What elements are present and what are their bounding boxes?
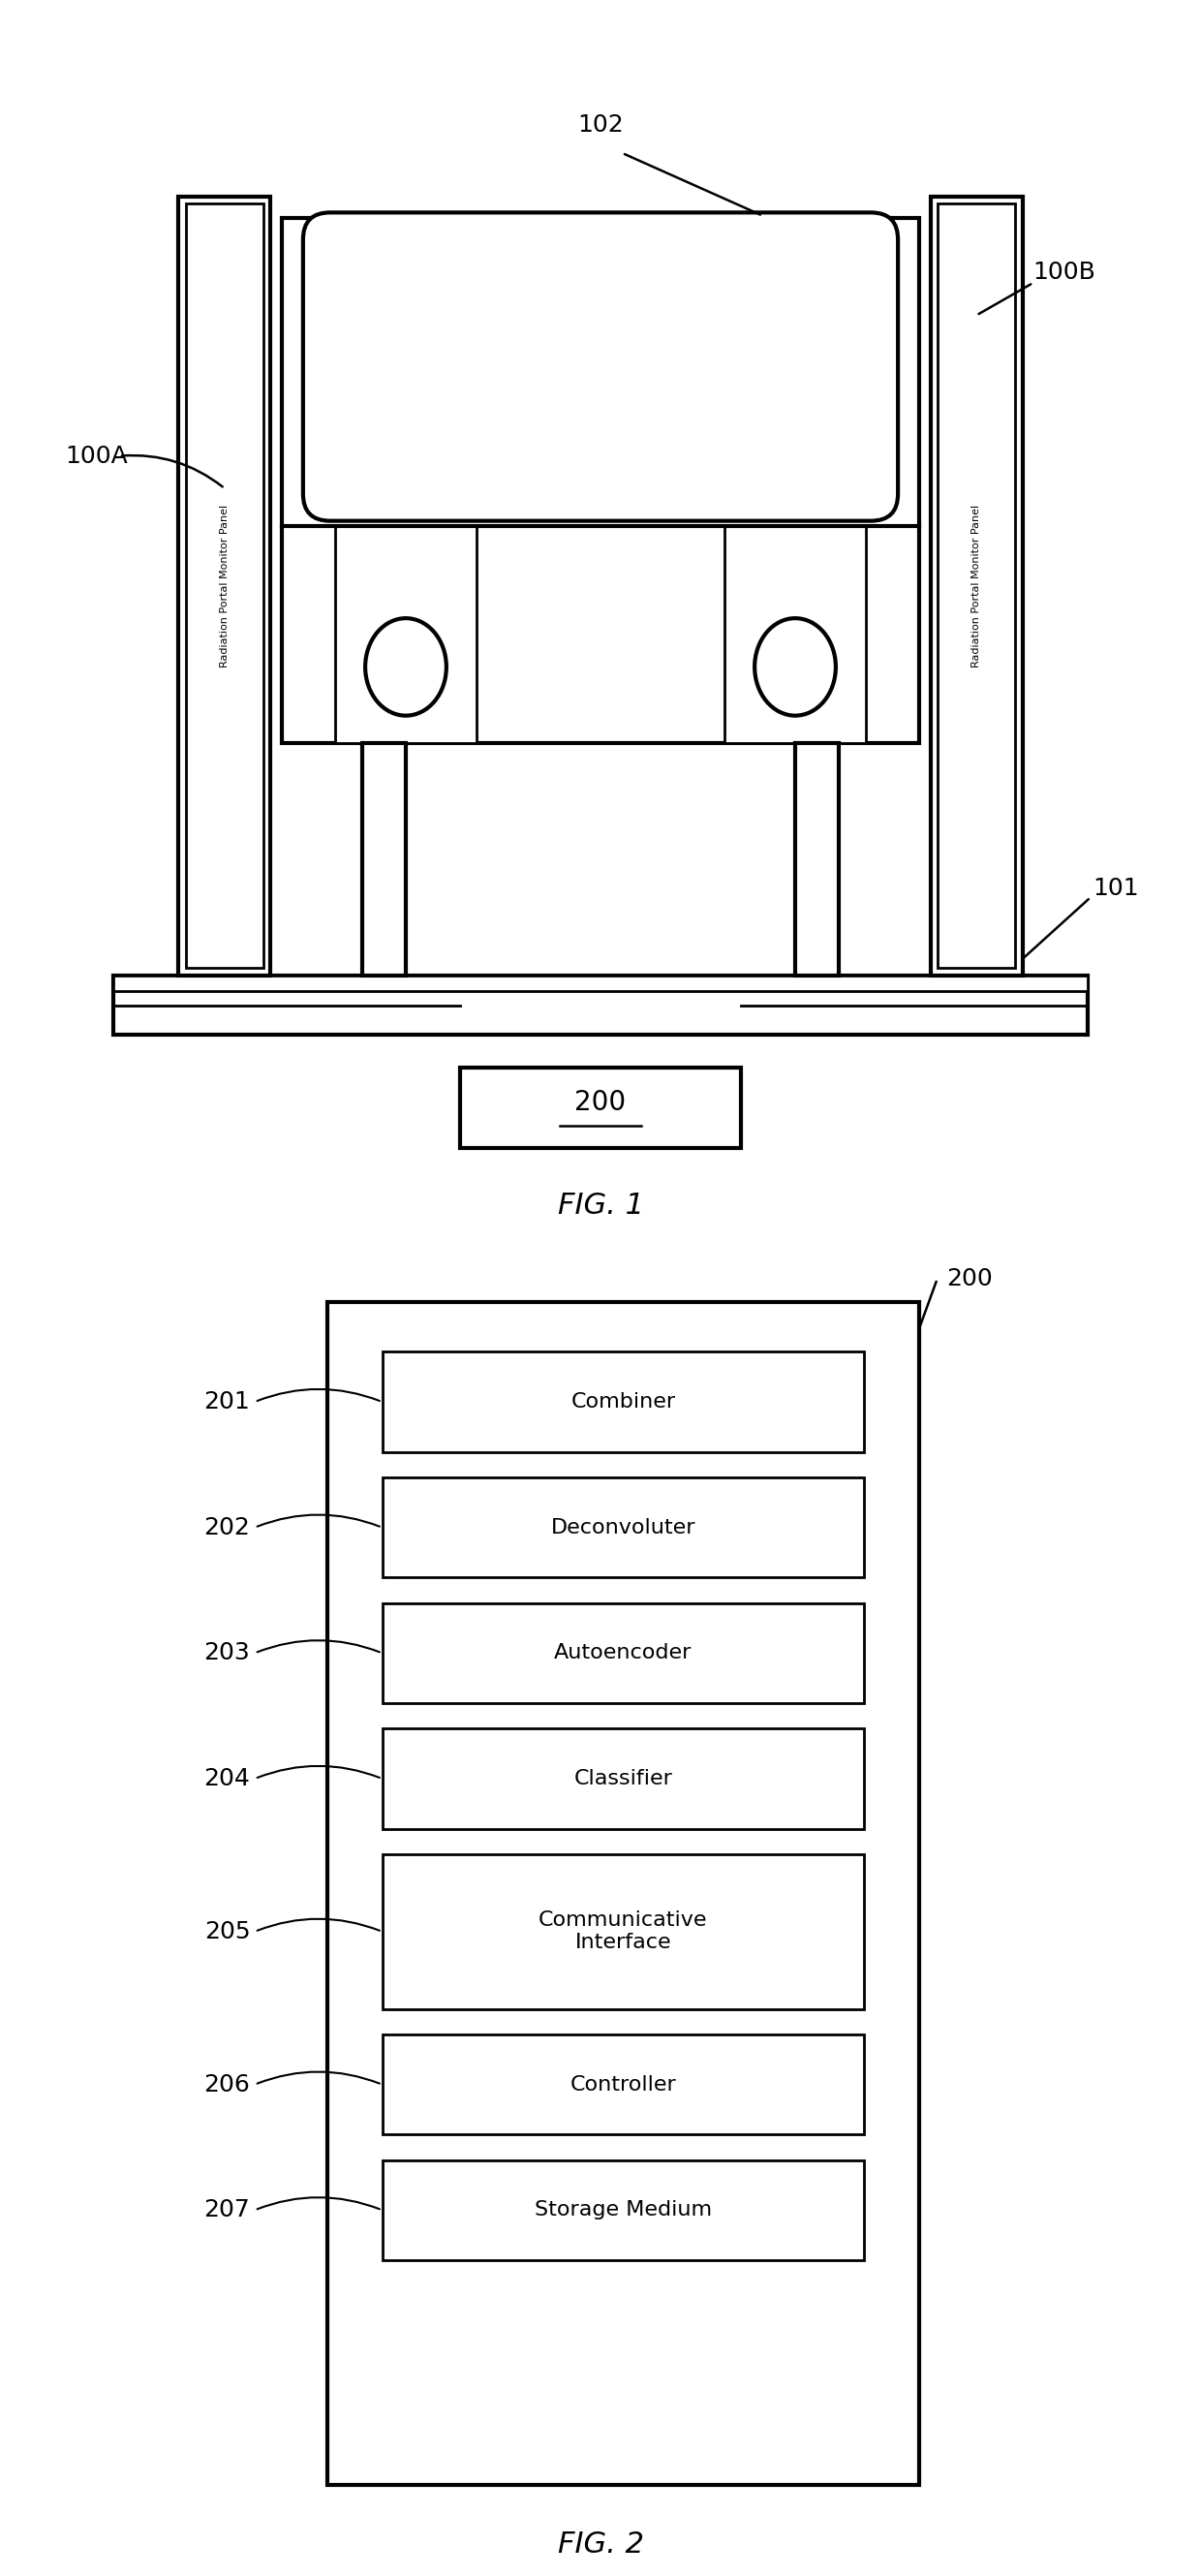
Text: 200: 200 [946,1267,992,1291]
Text: 101: 101 [1093,876,1139,902]
Bar [382,1602,865,1703]
Text: 102: 102 [578,113,623,137]
Bar [382,1728,865,1829]
Text: 202: 202 [204,1515,250,1538]
Bar [382,1352,865,1453]
Text: FIG. 2: FIG. 2 [557,2530,644,2558]
Bar [382,1855,865,2009]
Text: Storage Medium: Storage Medium [534,2200,712,2221]
Bar [795,742,838,976]
Bar [179,196,270,976]
Bar [114,976,1087,1036]
Ellipse shape [365,618,447,716]
Text: 205: 205 [204,1919,250,1942]
Bar [335,526,476,742]
Text: Radiation Portal Monitor Panel: Radiation Portal Monitor Panel [972,505,981,667]
Text: 203: 203 [204,1641,250,1664]
Bar [186,204,263,969]
Bar [281,219,920,742]
Bar [725,526,866,742]
Bar [938,204,1015,969]
Text: Communicative
Interface: Communicative Interface [539,1911,707,1953]
Text: 206: 206 [204,2074,250,2097]
Bar [363,742,406,976]
Text: Deconvoluter: Deconvoluter [551,1517,695,1538]
Bar [382,2035,865,2136]
Text: Autoencoder: Autoencoder [555,1643,692,1662]
Text: FIG. 1: FIG. 1 [557,1193,644,1221]
Bar [931,196,1022,976]
Ellipse shape [754,618,836,716]
Text: 100A: 100A [65,443,127,469]
Text: 207: 207 [204,2197,250,2221]
Bar [328,1301,919,2486]
Text: 204: 204 [204,1767,250,1790]
Bar [460,1066,741,1149]
FancyBboxPatch shape [303,211,898,520]
Text: Combiner: Combiner [570,1391,676,1412]
Text: Controller: Controller [570,2074,676,2094]
Bar [382,2161,865,2259]
Text: 200: 200 [575,1090,626,1115]
Bar [382,1479,865,1577]
Text: Radiation Portal Monitor Panel: Radiation Portal Monitor Panel [220,505,229,667]
Text: 201: 201 [204,1391,250,1414]
Text: 100B: 100B [1033,260,1097,283]
Text: Classifier: Classifier [574,1770,673,1788]
Bar [114,976,1087,992]
